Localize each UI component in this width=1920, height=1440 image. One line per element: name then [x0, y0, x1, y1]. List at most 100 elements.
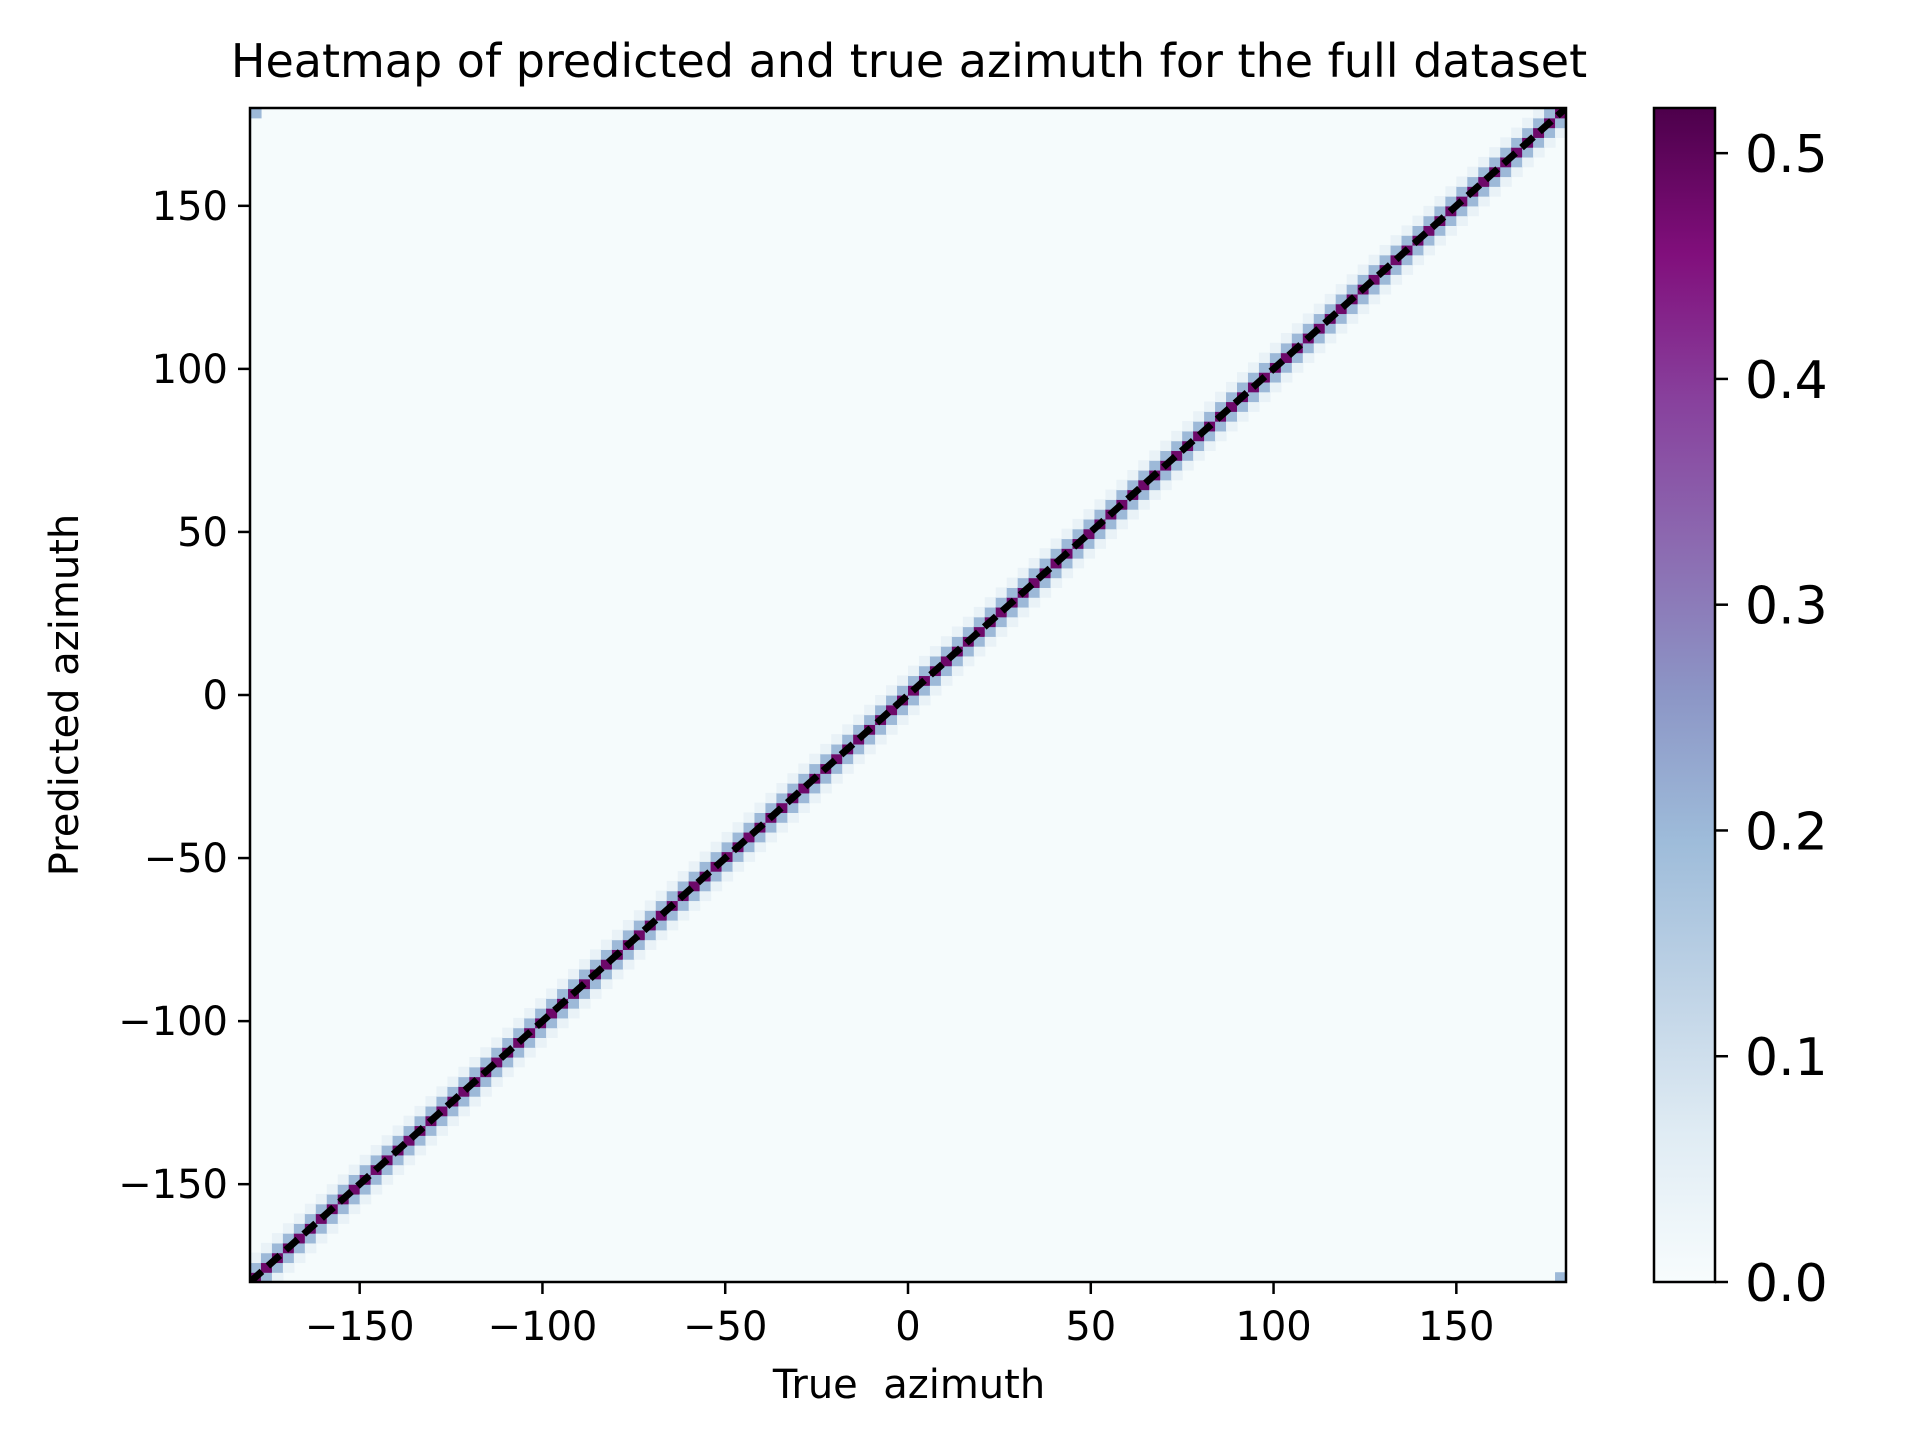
heatmap-cell — [370, 1154, 383, 1166]
heatmap-cell — [1094, 538, 1106, 549]
heatmap-cell — [655, 890, 668, 902]
heatmap-cell — [787, 812, 799, 823]
heatmap-cell — [1489, 156, 1501, 168]
heatmap-cell — [535, 1008, 547, 1019]
heatmap-cell — [546, 1027, 558, 1039]
heatmap-cell — [403, 1135, 416, 1146]
heatmap-cell — [864, 714, 876, 725]
heatmap-cell — [644, 900, 657, 911]
heatmap-cell — [699, 851, 712, 862]
heatmap-cell — [765, 792, 777, 804]
heatmap-cell — [1247, 401, 1260, 412]
heatmap-cell — [1072, 528, 1085, 540]
heatmap-cell — [1127, 499, 1139, 510]
heatmap-cell — [1182, 450, 1194, 461]
heatmap-cell — [271, 1242, 284, 1254]
heatmap-cell — [1445, 186, 1457, 197]
heatmap-cell — [1017, 567, 1030, 579]
y-tick-label: 0 — [203, 673, 228, 719]
heatmap-cell — [315, 1223, 328, 1234]
heatmap-cell — [864, 734, 876, 745]
heatmap-cell — [1039, 587, 1052, 598]
heatmap-cell — [820, 783, 832, 794]
heatmap-cell — [611, 939, 624, 950]
heatmap-cell — [765, 822, 777, 833]
heatmap-cell — [1533, 117, 1545, 129]
heatmap-cell — [535, 1027, 547, 1039]
heatmap-cell — [1258, 391, 1271, 403]
heatmap-cell — [1291, 333, 1304, 344]
heatmap-cell — [1357, 303, 1370, 315]
heatmap-cell — [1237, 411, 1249, 422]
heatmap-cell — [293, 1233, 306, 1244]
colorbar-tick-label: 0.0 — [1745, 1254, 1828, 1314]
heatmap-cell — [721, 871, 734, 882]
heatmap-cell — [688, 861, 701, 872]
heatmap-cell — [622, 959, 635, 970]
heatmap-cell — [370, 1174, 383, 1185]
heatmap-cell — [929, 685, 942, 696]
heatmap-cell — [1105, 518, 1117, 530]
heatmap-cell — [337, 1213, 350, 1224]
heatmap-cell — [853, 714, 865, 725]
heatmap-cell — [1050, 548, 1063, 559]
heatmap-cell — [326, 1193, 339, 1205]
colorbar — [1654, 108, 1715, 1282]
heatmap-cell — [940, 636, 953, 647]
heatmap-cell — [1061, 538, 1074, 549]
heatmap-cell — [611, 929, 624, 941]
heatmap-cell — [1379, 284, 1392, 295]
heatmap-cell — [699, 861, 712, 872]
heatmap-cell — [1313, 323, 1326, 334]
heatmap-cell — [250, 1252, 262, 1264]
heatmap-cell — [359, 1154, 372, 1166]
heatmap-cell — [491, 1076, 503, 1087]
heatmap-cell — [809, 753, 821, 765]
heatmap-cell — [491, 1037, 503, 1048]
heatmap-cell — [513, 1056, 525, 1068]
heatmap-cell — [688, 890, 701, 902]
heatmap-cell — [1083, 548, 1096, 559]
heatmap-cell — [918, 685, 931, 696]
heatmap-cell — [1357, 274, 1370, 285]
heatmap-cell — [1160, 440, 1172, 452]
heatmap-cell — [1127, 509, 1139, 520]
heatmap-cell — [359, 1193, 372, 1205]
heatmap-cell — [326, 1223, 339, 1234]
heatmap-cell — [1280, 352, 1293, 363]
heatmap-cell — [425, 1096, 438, 1107]
heatmap-cell — [1247, 372, 1260, 383]
heatmap-cell — [897, 685, 909, 696]
heatmap-cell — [1533, 127, 1545, 138]
heatmap-cell — [304, 1203, 317, 1215]
heatmap-cell — [622, 949, 635, 960]
heatmap-cell — [546, 1008, 558, 1019]
heatmap-cell — [699, 880, 712, 892]
heatmap-cell — [1094, 499, 1106, 510]
heatmap-cell — [458, 1105, 470, 1117]
heatmap-cell — [1313, 313, 1326, 324]
heatmap-cell — [1226, 381, 1238, 393]
heatmap-cell — [633, 920, 646, 931]
heatmap-cell — [732, 861, 745, 872]
heatmap-cell — [282, 1223, 295, 1234]
heatmap-cell — [1390, 254, 1403, 266]
heatmap-cell — [1138, 489, 1150, 500]
heatmap-cell — [1006, 587, 1019, 598]
heatmap-cell — [436, 1125, 448, 1136]
heatmap-cell — [600, 959, 613, 970]
heatmap-cell — [1247, 391, 1260, 403]
heatmap-cell — [1171, 469, 1183, 481]
heatmap-cell — [743, 841, 756, 853]
heatmap-cell — [589, 949, 602, 960]
heatmap-cell — [524, 1047, 536, 1058]
heatmap-cell — [853, 734, 865, 745]
heatmap-cell — [875, 704, 887, 716]
heatmap-cell — [622, 929, 635, 941]
heatmap-cell — [1379, 274, 1392, 285]
heatmap-cell — [688, 900, 701, 911]
heatmap-cell — [381, 1145, 394, 1156]
heatmap-cell — [765, 831, 777, 843]
heatmap-cell — [414, 1135, 427, 1146]
heatmap-cell — [1445, 196, 1457, 207]
